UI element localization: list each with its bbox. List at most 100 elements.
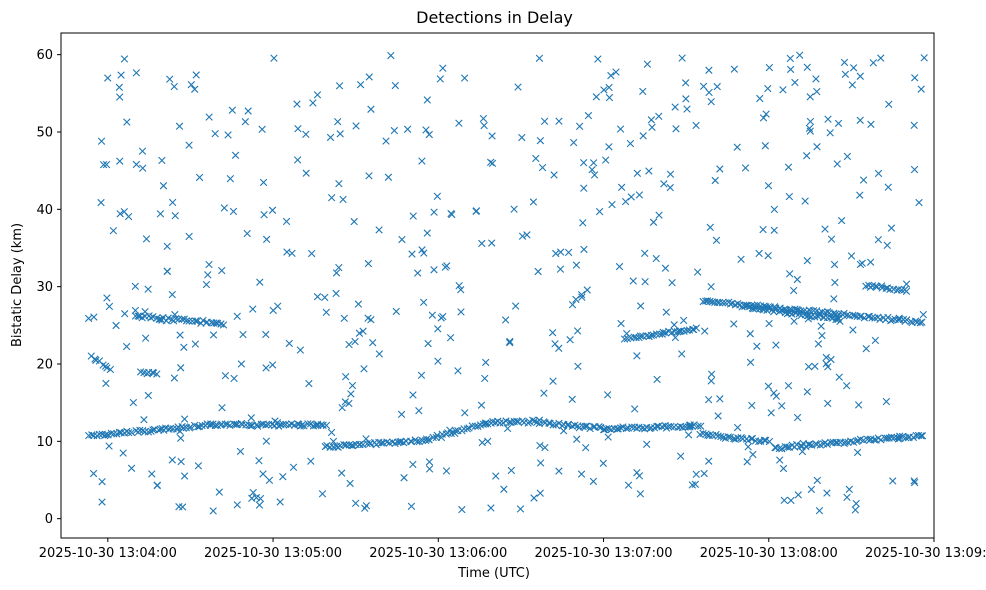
- data-point: [442, 467, 451, 475]
- data-point: [168, 198, 177, 207]
- data-point: [282, 217, 291, 226]
- data-point: [799, 439, 807, 448]
- data-point: [813, 312, 822, 320]
- data-point: [678, 350, 686, 358]
- data-point: [383, 438, 391, 446]
- data-point: [446, 334, 455, 342]
- data-point: [437, 314, 445, 322]
- data-point: [430, 266, 438, 274]
- data-point: [141, 307, 149, 316]
- data-point: [155, 315, 163, 323]
- data-point: [293, 156, 302, 164]
- data-point: [496, 419, 504, 427]
- data-point: [535, 419, 543, 428]
- data-point: [686, 423, 694, 431]
- data-point: [827, 355, 835, 364]
- data-point: [209, 507, 217, 515]
- data-point: [127, 428, 136, 437]
- data-point: [302, 169, 310, 177]
- data-point: [743, 302, 752, 310]
- data-point: [917, 85, 925, 93]
- data-point: [359, 327, 367, 335]
- data-point: [796, 51, 804, 59]
- data-point: [138, 147, 147, 155]
- data-point: [882, 397, 891, 406]
- data-point: [903, 316, 911, 324]
- data-point: [199, 316, 207, 325]
- data-point: [915, 198, 923, 207]
- data-point: [115, 83, 124, 92]
- data-point: [551, 340, 559, 348]
- data-point: [771, 306, 780, 314]
- data-point: [209, 331, 218, 339]
- data-point: [419, 298, 428, 307]
- data-point: [142, 235, 151, 243]
- data-point: [701, 327, 709, 335]
- data-point: [648, 123, 656, 132]
- data-point: [289, 463, 298, 471]
- data-point: [549, 377, 557, 385]
- data-point: [260, 211, 268, 219]
- data-point: [649, 218, 658, 226]
- data-point: [423, 96, 431, 104]
- data-point: [457, 285, 465, 294]
- data-point: [588, 166, 596, 174]
- data-point: [177, 457, 185, 466]
- data-point: [888, 316, 897, 324]
- data-point: [198, 421, 206, 430]
- data-point: [671, 103, 679, 111]
- data-point: [390, 126, 399, 135]
- data-point: [682, 95, 690, 103]
- data-point: [806, 117, 815, 126]
- data-point: [342, 441, 350, 449]
- y-tick-label: 60: [36, 48, 53, 63]
- data-point: [552, 249, 560, 258]
- data-point: [860, 314, 869, 322]
- data-point: [413, 269, 422, 277]
- data-point: [878, 282, 886, 290]
- data-point: [627, 193, 635, 201]
- data-point: [361, 504, 369, 512]
- data-point: [765, 437, 774, 446]
- data-point: [578, 293, 586, 301]
- data-point: [123, 118, 131, 126]
- data-point: [679, 316, 688, 325]
- data-point: [529, 198, 538, 206]
- data-point: [268, 361, 277, 369]
- data-point: [335, 263, 343, 272]
- data-point: [168, 290, 176, 299]
- data-point: [400, 474, 408, 482]
- data-point: [166, 424, 175, 432]
- data-point: [540, 117, 549, 126]
- data-point: [652, 330, 661, 338]
- data-point: [883, 434, 891, 442]
- data-point: [518, 133, 526, 142]
- data-point: [902, 280, 911, 288]
- data-point: [384, 173, 393, 181]
- data-point: [105, 302, 114, 311]
- data-point: [741, 164, 750, 172]
- data-point: [856, 260, 865, 269]
- data-point: [765, 63, 774, 72]
- data-point: [195, 173, 204, 182]
- data-point: [843, 152, 852, 161]
- data-point: [418, 436, 427, 445]
- data-point: [699, 429, 707, 438]
- data-point: [647, 116, 656, 124]
- data-point: [555, 467, 563, 475]
- data-point: [293, 100, 301, 108]
- data-point: [883, 241, 891, 249]
- data-point: [510, 205, 518, 213]
- data-point: [589, 159, 598, 167]
- x-axis: 2025-10-30 13:04:00 2025-10-30 13:05:00 20…: [39, 538, 986, 561]
- data-point: [705, 457, 713, 465]
- data-point: [441, 263, 449, 271]
- data-point: [823, 489, 831, 497]
- data-point: [577, 470, 586, 478]
- data-point: [335, 179, 343, 188]
- data-point: [342, 372, 350, 381]
- data-point: [765, 319, 773, 328]
- data-point: [629, 277, 637, 285]
- data-point: [833, 160, 841, 168]
- y-axis: 0 10 20 30 40 50 60: [36, 48, 61, 527]
